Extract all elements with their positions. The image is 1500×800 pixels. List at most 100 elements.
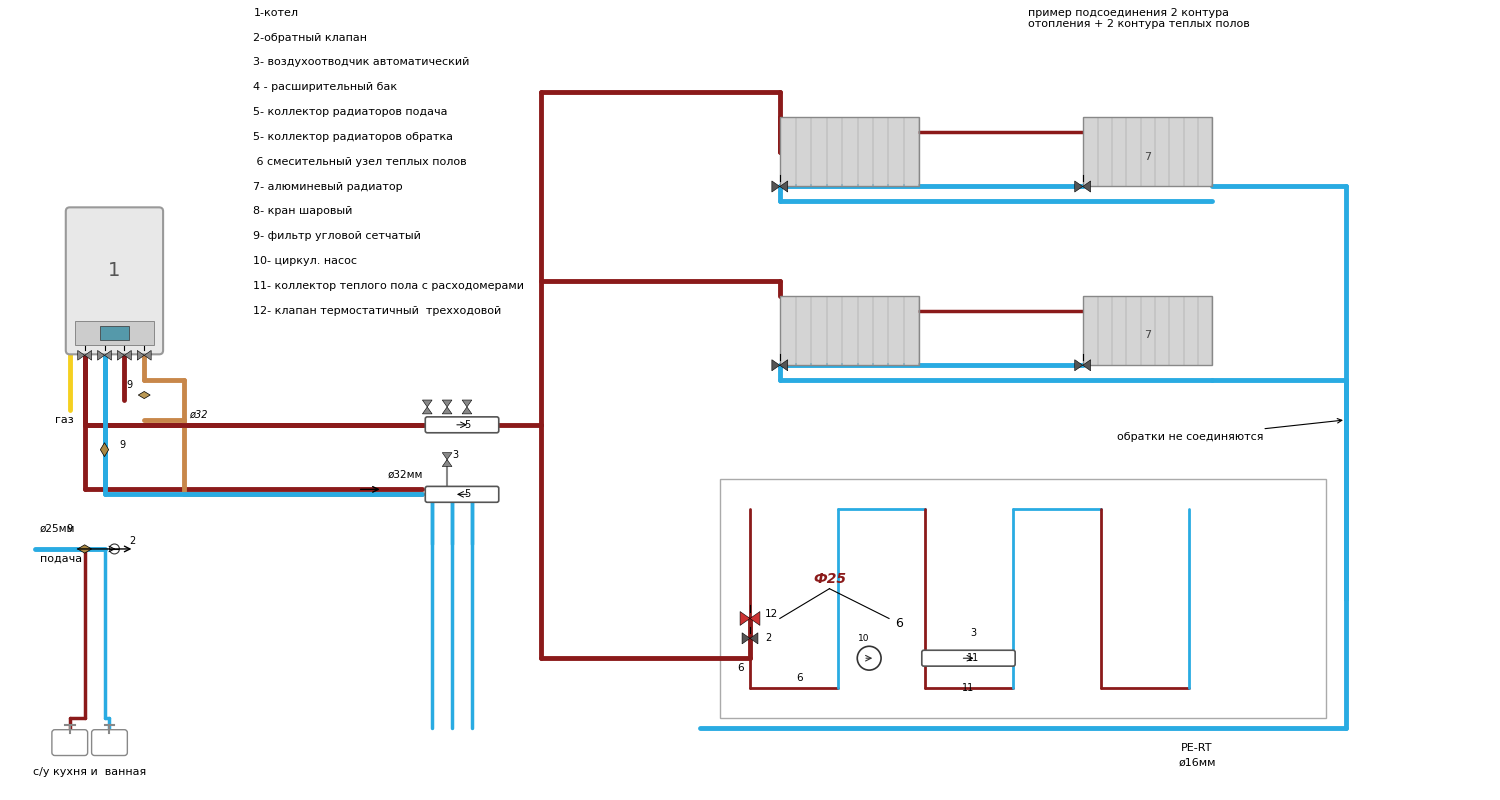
Text: 6: 6: [736, 663, 744, 673]
Bar: [99, 326, 129, 341]
Text: 10: 10: [858, 634, 870, 643]
Polygon shape: [124, 350, 132, 360]
FancyBboxPatch shape: [922, 650, 1016, 666]
Polygon shape: [1074, 181, 1083, 192]
Text: ø32мм: ø32мм: [387, 470, 423, 479]
Bar: [1155, 296, 1168, 366]
Text: 9- фильтр угловой сетчатый: 9- фильтр угловой сетчатый: [254, 231, 422, 241]
Polygon shape: [105, 350, 111, 360]
Bar: [1112, 117, 1125, 186]
Bar: [795, 117, 810, 186]
Text: пример подсоединения 2 контура
отопления + 2 контура теплых полов: пример подсоединения 2 контура отопления…: [1028, 8, 1249, 30]
Text: 3: 3: [970, 628, 976, 638]
Polygon shape: [144, 350, 152, 360]
Bar: [1083, 296, 1212, 366]
Polygon shape: [1083, 360, 1090, 371]
Bar: [1198, 117, 1212, 186]
Text: 10- циркул. насос: 10- циркул. насос: [254, 256, 357, 266]
Text: 6 смесительный узел теплых полов: 6 смесительный узел теплых полов: [254, 157, 466, 166]
Text: 5- коллектор радиаторов обратка: 5- коллектор радиаторов обратка: [254, 132, 453, 142]
Text: подача: подача: [40, 554, 82, 564]
FancyBboxPatch shape: [426, 486, 500, 502]
Polygon shape: [780, 181, 788, 192]
Bar: [1140, 117, 1154, 186]
Bar: [1184, 296, 1197, 366]
FancyBboxPatch shape: [53, 730, 87, 755]
Text: 5: 5: [464, 420, 470, 430]
Polygon shape: [442, 459, 452, 466]
Bar: [1198, 296, 1212, 366]
Polygon shape: [442, 400, 452, 407]
Polygon shape: [742, 633, 750, 644]
Bar: [780, 117, 920, 186]
Text: 11: 11: [968, 653, 980, 663]
Bar: [75, 321, 154, 346]
Text: ø32: ø32: [189, 410, 207, 420]
Circle shape: [858, 646, 880, 670]
Bar: [842, 117, 856, 186]
Text: 6: 6: [896, 617, 903, 630]
Text: 11: 11: [963, 683, 975, 693]
Bar: [1184, 117, 1197, 186]
Text: 7- алюминевый радиатор: 7- алюминевый радиатор: [254, 182, 404, 191]
Bar: [888, 117, 903, 186]
Bar: [1083, 117, 1096, 186]
Polygon shape: [442, 407, 452, 414]
Polygon shape: [750, 633, 758, 644]
Polygon shape: [423, 400, 432, 407]
Polygon shape: [423, 407, 432, 414]
Text: Ф25: Ф25: [813, 572, 846, 586]
Polygon shape: [772, 181, 780, 192]
Polygon shape: [462, 407, 472, 414]
Bar: [780, 296, 920, 366]
Bar: [858, 117, 871, 186]
Text: 7: 7: [1143, 152, 1150, 162]
Text: ø25мм: ø25мм: [40, 524, 75, 534]
Bar: [1098, 296, 1112, 366]
Text: 3: 3: [452, 450, 458, 460]
Polygon shape: [117, 350, 124, 360]
Polygon shape: [442, 453, 452, 459]
Polygon shape: [740, 611, 750, 626]
Bar: [780, 296, 795, 366]
Bar: [827, 117, 842, 186]
Polygon shape: [138, 350, 144, 360]
Bar: [858, 296, 871, 366]
Polygon shape: [138, 391, 150, 398]
Bar: [1126, 117, 1140, 186]
Bar: [827, 296, 842, 366]
Text: 1: 1: [108, 262, 120, 281]
FancyBboxPatch shape: [426, 417, 500, 433]
FancyBboxPatch shape: [92, 730, 128, 755]
Polygon shape: [98, 350, 105, 360]
Text: 2: 2: [765, 634, 771, 643]
Text: 7: 7: [1143, 330, 1150, 341]
Bar: [842, 296, 856, 366]
Text: PE-RT: PE-RT: [1180, 742, 1212, 753]
Bar: [888, 296, 903, 366]
Text: 6: 6: [796, 673, 802, 683]
Polygon shape: [462, 400, 472, 407]
Polygon shape: [1083, 181, 1090, 192]
Text: 11- коллектор теплого пола с расходомерами: 11- коллектор теплого пола с расходомера…: [254, 281, 525, 291]
Circle shape: [110, 544, 120, 554]
Bar: [1083, 117, 1212, 186]
Bar: [1112, 296, 1125, 366]
Bar: [1140, 296, 1154, 366]
Bar: [1168, 296, 1182, 366]
Text: 9: 9: [126, 380, 132, 390]
Polygon shape: [780, 360, 788, 371]
Text: 9: 9: [120, 440, 126, 450]
Bar: [812, 296, 825, 366]
Bar: [812, 117, 825, 186]
Bar: [1168, 117, 1182, 186]
Text: 2: 2: [129, 536, 135, 546]
Polygon shape: [100, 442, 108, 457]
Text: 9: 9: [66, 524, 74, 534]
Text: 2-обратный клапан: 2-обратный клапан: [254, 33, 368, 42]
Text: с/у кухня и  ванная: с/у кухня и ванная: [33, 767, 146, 778]
Polygon shape: [78, 545, 92, 553]
Text: ø16мм: ø16мм: [1178, 758, 1215, 767]
Bar: [873, 296, 888, 366]
Text: 4 - расширительный бак: 4 - расширительный бак: [254, 82, 398, 92]
